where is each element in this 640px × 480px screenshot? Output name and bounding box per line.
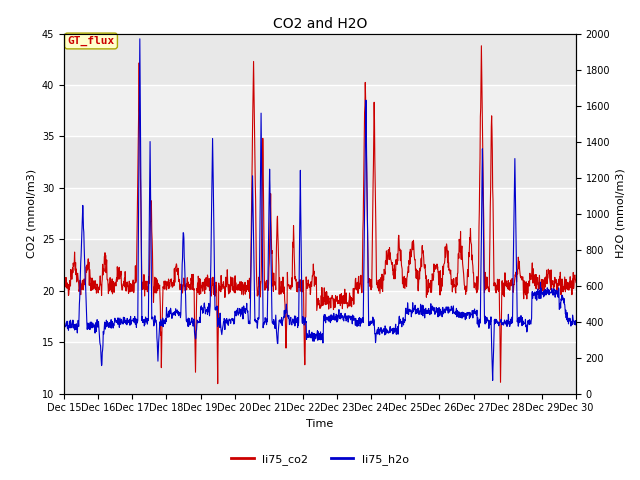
Y-axis label: CO2 (mmol/m3): CO2 (mmol/m3) [26,169,36,258]
Bar [64,85,576,136]
Text: GT_flux: GT_flux [67,36,115,46]
Bar [64,136,576,188]
Y-axis label: H2O (mmol/m3): H2O (mmol/m3) [616,169,626,258]
Legend: li75_co2, li75_h2o: li75_co2, li75_h2o [227,450,413,469]
Bar [64,34,576,85]
X-axis label: Time: Time [307,419,333,429]
Title: CO2 and H2O: CO2 and H2O [273,17,367,31]
Bar [64,291,576,342]
Bar [64,188,576,240]
Bar [64,342,576,394]
Bar [64,240,576,291]
